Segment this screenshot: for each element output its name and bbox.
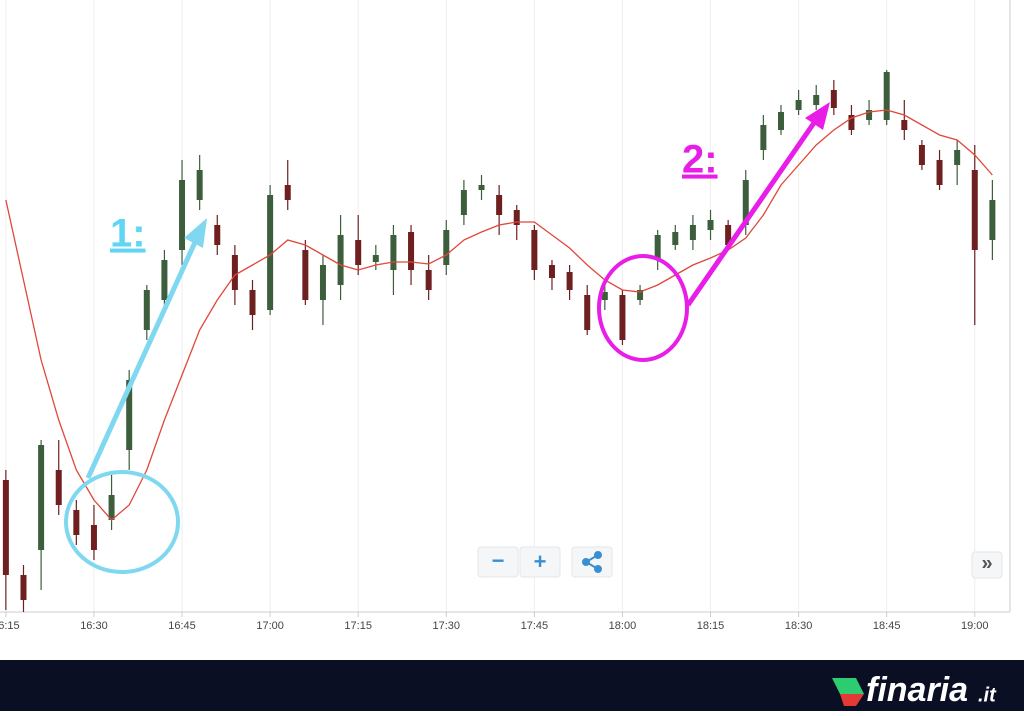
candle-body: [866, 110, 873, 120]
candle-body: [2, 480, 9, 575]
x-tick-label: 18:45: [873, 620, 901, 632]
candle-body: [460, 190, 467, 215]
candle-body: [408, 232, 415, 270]
button-label: −: [492, 548, 505, 573]
candle-body: [777, 112, 784, 130]
candle-body: [143, 290, 150, 330]
candle-body: [302, 250, 309, 300]
scroll-button[interactable]: »: [971, 551, 1003, 579]
button-label: »: [981, 552, 992, 574]
arrowhead-1: [184, 218, 207, 248]
candle-body: [566, 272, 573, 290]
x-tick-label: 17:45: [521, 620, 549, 632]
candle-body: [619, 295, 626, 340]
zoom-in-button[interactable]: +: [519, 546, 561, 578]
candle-body: [20, 575, 27, 600]
candle-body: [161, 260, 168, 300]
candle-body: [637, 290, 644, 300]
x-tick-label: 18:00: [609, 620, 637, 632]
brand: finaria: [866, 671, 968, 709]
x-tick-label: 16:45: [168, 620, 196, 632]
candle-body: [196, 170, 203, 200]
candle-body: [707, 220, 714, 230]
candle-body: [725, 225, 732, 245]
arrow-2: [685, 118, 819, 307]
candle-body: [90, 525, 97, 550]
candle-body: [126, 380, 133, 450]
candle-body: [249, 290, 256, 315]
candle-body: [830, 90, 837, 108]
candle-body: [795, 100, 802, 110]
brand-domain: .it: [978, 684, 997, 706]
candle-body: [478, 185, 485, 190]
candle-body: [813, 95, 820, 105]
logo-icon: [840, 694, 864, 706]
x-tick-label: 18:30: [785, 620, 813, 632]
candle-body: [355, 240, 362, 265]
share-icon: [582, 551, 602, 573]
arrowhead-2: [805, 102, 830, 130]
candle-body: [337, 235, 344, 285]
candle-body: [971, 170, 978, 250]
x-tick-label: 19:00: [961, 620, 989, 632]
x-tick-label: 18:15: [697, 620, 725, 632]
moving-average: [5, 109, 993, 521]
candle-body: [601, 292, 608, 300]
circle-1: [64, 470, 180, 574]
annotation: 2:: [682, 138, 718, 182]
candle-body: [496, 195, 503, 215]
candle-body: [425, 270, 432, 290]
candle-body: [179, 180, 186, 250]
share-button[interactable]: [571, 546, 613, 578]
candle-body: [689, 225, 696, 240]
circle-2: [597, 254, 689, 362]
candle-body: [901, 120, 908, 130]
candle-body: [548, 265, 555, 278]
x-tick-label: 17:15: [344, 620, 372, 632]
candle-body: [108, 495, 115, 520]
candle-body: [918, 145, 925, 165]
candle-body: [760, 125, 767, 150]
candle-body: [936, 160, 943, 185]
candle-body: [848, 115, 855, 130]
candle-body: [443, 230, 450, 265]
candle-body: [73, 510, 80, 535]
candle-body: [267, 195, 274, 310]
candle-body: [284, 185, 291, 200]
zoom-out-button[interactable]: −: [477, 546, 519, 578]
annotation: 1:: [110, 212, 146, 256]
candle-body: [390, 235, 397, 270]
candle-body: [231, 255, 238, 290]
candle-body: [372, 255, 379, 262]
candle-body: [38, 445, 45, 550]
x-tick-label: 16:15: [0, 620, 20, 632]
candle-body: [742, 180, 749, 225]
marks: [2, 70, 996, 612]
x-tick-label: 17:00: [256, 620, 284, 632]
button-label: +: [534, 549, 547, 574]
candle-body: [584, 295, 591, 330]
candle-body: [954, 150, 961, 165]
x-tick-label: 16:30: [80, 620, 108, 632]
candle-body: [672, 232, 679, 245]
arrow-1: [85, 238, 199, 480]
candle-body: [883, 72, 890, 120]
candle-body: [654, 235, 661, 260]
logo-icon: [832, 678, 864, 694]
candle-body: [531, 230, 538, 270]
candle-body: [513, 210, 520, 225]
candle-body: [55, 470, 62, 505]
x-tick-label: 17:30: [433, 620, 461, 632]
candle-body: [214, 225, 221, 245]
candle-body: [989, 200, 996, 240]
candle-body: [319, 265, 326, 300]
